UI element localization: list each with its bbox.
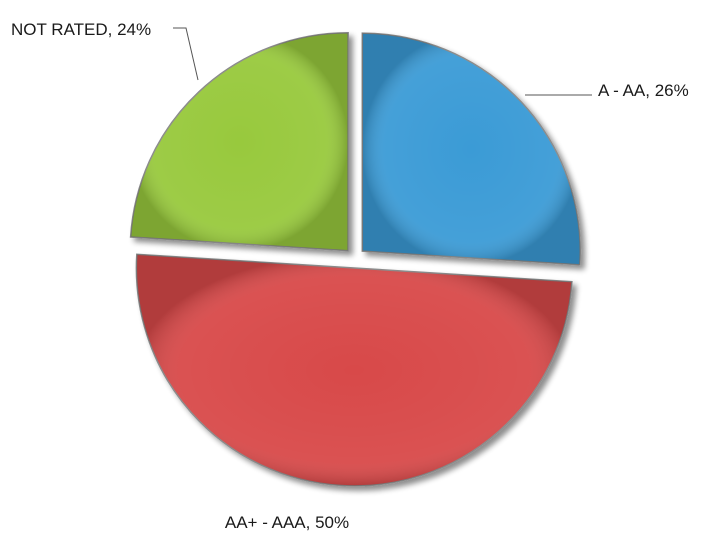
leader-line-not-rated bbox=[173, 27, 199, 81]
pie-slice-aa-aaa-shading bbox=[136, 254, 572, 486]
pie-slice-aa-aaa bbox=[135, 253, 573, 487]
leader-lines bbox=[173, 27, 592, 96]
pie-slice-a-aa-shading bbox=[362, 33, 581, 265]
data-label-aa-aaa: AA+ - AAA, 50% bbox=[225, 513, 349, 532]
pie-slice-not-rated-shading bbox=[130, 32, 349, 251]
pie-slice-a-aa bbox=[361, 32, 582, 266]
slices-layer bbox=[129, 31, 582, 487]
pie-slice-not-rated bbox=[129, 31, 349, 252]
data-label-a-aa: A - AA, 26% bbox=[598, 81, 689, 100]
data-labels: A - AA, 26% AA+ - AAA, 50% NOT RATED, 24% bbox=[11, 20, 689, 532]
data-label-not-rated: NOT RATED, 24% bbox=[11, 20, 151, 39]
